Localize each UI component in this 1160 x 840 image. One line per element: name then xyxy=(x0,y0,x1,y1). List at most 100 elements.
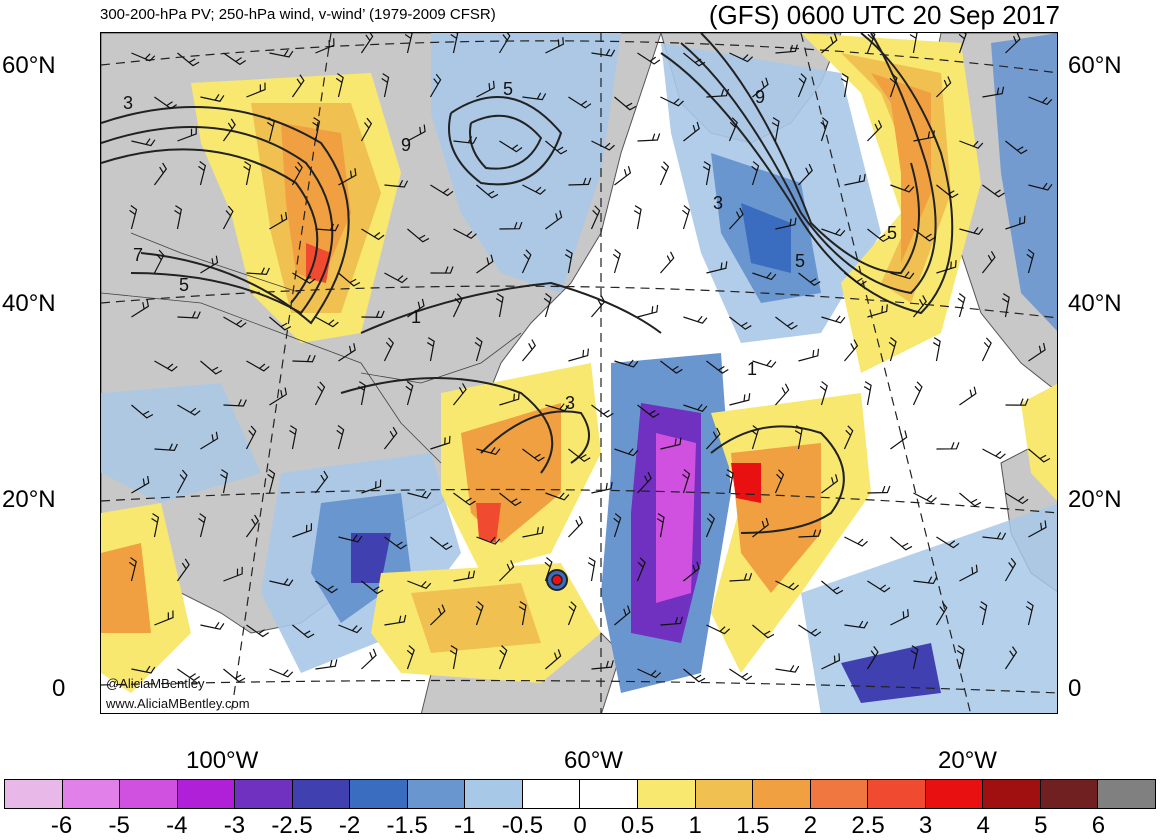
wind-barb xyxy=(453,570,476,582)
wind-barb xyxy=(958,33,967,54)
wind-barb xyxy=(522,184,546,195)
wind-barb xyxy=(729,393,751,406)
wind-barb xyxy=(568,348,589,362)
wind-barb xyxy=(890,430,908,450)
wind-barb xyxy=(706,360,729,374)
colorbar-swatch xyxy=(868,780,926,808)
wind-barb xyxy=(798,624,822,637)
wind-barb xyxy=(338,272,361,287)
wind-barb xyxy=(291,74,305,98)
wind-barb xyxy=(775,44,798,54)
wind-barb xyxy=(889,73,898,98)
wind-barb xyxy=(131,52,156,62)
wind-barb xyxy=(430,435,451,450)
wind-barb xyxy=(522,448,545,462)
wind-barb xyxy=(819,381,828,406)
wind-barb xyxy=(452,293,463,318)
wind-barb xyxy=(404,33,413,54)
wind-barb xyxy=(518,601,527,626)
wind-barb xyxy=(338,168,357,186)
wind-barb xyxy=(128,557,137,582)
wind-barb xyxy=(956,645,965,670)
colorbar-tick-label: -2.5 xyxy=(271,812,313,839)
wind-barb xyxy=(913,492,937,503)
colorbar-tick-label: -6 xyxy=(50,812,73,839)
colorbar-tick-label: 3 xyxy=(918,812,933,839)
wind-barb xyxy=(545,649,562,670)
wind-barb xyxy=(269,316,292,331)
wind-barb xyxy=(177,126,197,142)
wind-barb xyxy=(568,177,592,186)
wind-barb xyxy=(660,616,684,626)
wind-barb xyxy=(198,161,207,186)
wind-barb xyxy=(909,33,918,54)
cyclone-marker xyxy=(546,569,568,591)
wind-barb xyxy=(289,425,297,450)
wind-barb xyxy=(659,161,670,186)
colorbar-swatch xyxy=(638,780,696,808)
colorbar-tick-label: -3 xyxy=(223,812,246,839)
wind-barb xyxy=(660,437,682,450)
wind-barb xyxy=(407,124,426,142)
wind-barb xyxy=(913,576,938,585)
contour-label: 5 xyxy=(179,275,189,295)
wind-barb xyxy=(430,604,446,626)
wind-barb xyxy=(245,425,257,450)
wind-barb xyxy=(476,536,501,545)
wind-barb xyxy=(315,38,335,54)
wind-barb xyxy=(729,572,753,582)
wind-barb xyxy=(495,293,504,318)
wind-barb xyxy=(564,249,573,274)
wind-barb xyxy=(177,404,201,416)
colorbar xyxy=(4,779,1156,809)
colorbar-swatch xyxy=(120,780,178,808)
wind-barb xyxy=(820,117,829,142)
contour-label: 5 xyxy=(887,223,897,243)
wind-barb xyxy=(843,339,859,362)
wind-barb xyxy=(246,624,269,638)
wind-barb xyxy=(683,561,700,582)
lat-label-left: 40°N xyxy=(2,290,56,317)
wind-barb xyxy=(959,226,984,235)
wind-barb xyxy=(476,184,499,199)
wind-barb xyxy=(982,532,1007,540)
colorbar-swatch xyxy=(292,780,351,808)
wind-barb xyxy=(567,601,577,626)
wind-barb xyxy=(267,469,276,494)
wind-barb xyxy=(844,272,867,286)
wind-barb xyxy=(499,492,522,507)
wind-barb xyxy=(1002,293,1010,318)
wind-barb xyxy=(200,360,223,375)
colorbar-swatch xyxy=(235,780,293,808)
wind-barb xyxy=(131,665,156,674)
colorbar-swatch xyxy=(925,780,984,808)
wind-barb xyxy=(1028,342,1046,362)
wind-barb xyxy=(612,249,621,274)
wind-barb xyxy=(866,646,879,670)
wind-barb xyxy=(426,337,435,362)
wind-barb xyxy=(545,37,565,54)
wind-barb xyxy=(660,96,684,107)
wind-barb xyxy=(266,117,275,142)
wind-barb xyxy=(729,207,744,230)
credit-handle: @AliciaMBentley xyxy=(106,676,205,691)
map-canvas: 3 5 9 5 3 9 7 5 1 1 3 5 xyxy=(101,33,1057,713)
wind-barb xyxy=(292,624,315,639)
wind-barb xyxy=(591,404,614,418)
wind-barb xyxy=(222,205,234,230)
wind-barb xyxy=(982,86,1005,98)
wind-barb xyxy=(406,645,415,670)
wind-barb xyxy=(223,668,246,683)
wind-barb xyxy=(840,73,849,98)
wind-barb xyxy=(890,271,915,280)
wind-barb xyxy=(774,469,785,494)
colorbar-tick-label: 1.5 xyxy=(736,812,770,839)
wind-barb xyxy=(430,536,453,551)
wind-barb xyxy=(522,92,547,101)
wind-barb xyxy=(867,485,891,494)
wind-barb xyxy=(338,624,363,634)
colorbar-tick-label: -1.5 xyxy=(386,812,428,839)
wind-barb xyxy=(407,228,430,243)
wind-barb xyxy=(637,404,660,418)
wind-barb xyxy=(936,260,957,274)
